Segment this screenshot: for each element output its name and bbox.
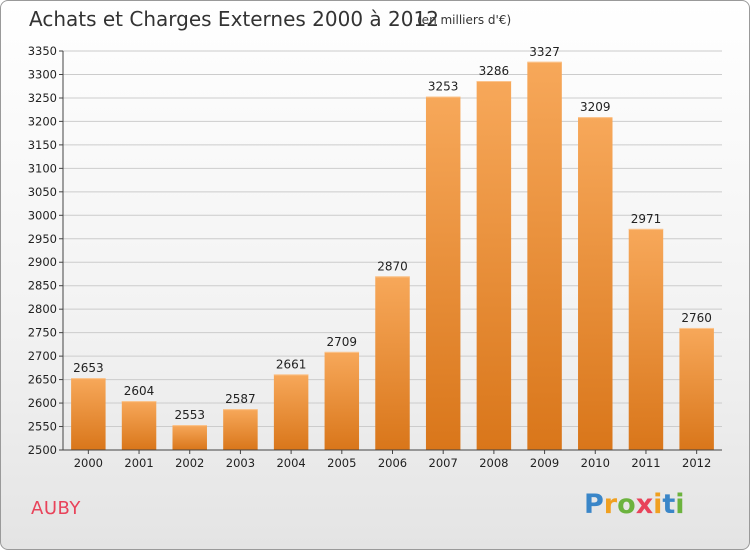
bar xyxy=(679,327,714,450)
y-tick-label: 3300 xyxy=(28,67,57,81)
x-tick-label: 2001 xyxy=(124,456,153,470)
y-tick-label: 2900 xyxy=(28,255,57,269)
logo-letter: t xyxy=(662,489,676,520)
bar-value-label: 3286 xyxy=(479,64,510,78)
bar-value-label: 3327 xyxy=(529,45,560,59)
bars: 2653 2604 2553 2587 2661 2709 2870 3253 3286 3327… xyxy=(71,45,714,450)
logo-letter: x xyxy=(635,489,654,520)
bar xyxy=(375,276,410,450)
bar xyxy=(476,81,512,450)
logo-letter: P xyxy=(584,489,604,520)
y-tick-label: 2700 xyxy=(28,349,57,363)
bar-value-label: 2653 xyxy=(73,361,104,375)
axes: 2500 2550 2600 2650 2700 2750 2800 2850 2900 2950… xyxy=(28,44,722,470)
x-tick-label: 2004 xyxy=(276,456,305,470)
chart-subtitle: (en milliers d'€) xyxy=(417,13,512,27)
bar-value-label: 2661 xyxy=(276,357,307,371)
y-tick-label: 2800 xyxy=(28,302,57,316)
logo-letter: o xyxy=(617,489,636,520)
proxiti-logo: Proxiti xyxy=(584,489,685,520)
logo-letter: i xyxy=(675,489,685,520)
bar xyxy=(71,378,106,450)
x-tick-label: 2003 xyxy=(226,456,255,470)
bar xyxy=(324,351,360,450)
bar xyxy=(273,374,309,450)
bar-value-label: 3253 xyxy=(428,80,459,94)
y-tick-label: 2950 xyxy=(28,232,57,246)
bar-value-label: 2709 xyxy=(327,335,358,349)
logo-letter: r xyxy=(603,489,618,520)
y-tick-label: 2500 xyxy=(28,443,57,457)
y-tick-label: 2750 xyxy=(28,326,57,340)
x-tick-label: 2010 xyxy=(581,456,610,470)
bar xyxy=(121,401,157,450)
bar-value-label: 2553 xyxy=(174,408,205,422)
y-tick-label: 3200 xyxy=(28,114,57,128)
logo-letter: i xyxy=(653,489,663,520)
bar-value-label: 2587 xyxy=(225,392,256,406)
y-tick-label: 3100 xyxy=(28,161,57,175)
place-name: AUBY xyxy=(31,498,81,519)
y-tick-label: 2550 xyxy=(28,420,57,434)
bar xyxy=(223,409,258,450)
bar-value-label: 2971 xyxy=(631,212,662,226)
y-tick-label: 2600 xyxy=(28,396,57,410)
y-tick-label: 3150 xyxy=(28,138,57,152)
x-tick-label: 2006 xyxy=(378,456,407,470)
bar xyxy=(425,96,461,450)
x-tick-label: 2002 xyxy=(175,456,204,470)
bar xyxy=(172,425,207,450)
y-tick-label: 2850 xyxy=(28,279,57,293)
x-tick-label: 2008 xyxy=(479,456,508,470)
y-tick-label: 3000 xyxy=(28,208,57,222)
bar-value-label: 3209 xyxy=(580,100,611,114)
bar-value-label: 2870 xyxy=(377,259,408,273)
bar-value-label: 2760 xyxy=(681,311,712,325)
x-tick-label: 2009 xyxy=(530,456,559,470)
chart-title: Achats et Charges Externes 2000 à 2012 xyxy=(29,7,439,31)
y-tick-label: 3050 xyxy=(28,185,57,199)
x-tick-label: 2000 xyxy=(74,456,103,470)
y-tick-label: 2650 xyxy=(28,373,57,387)
x-tick-label: 2007 xyxy=(429,456,458,470)
y-tick-label: 3350 xyxy=(28,44,57,58)
bar xyxy=(527,61,562,450)
bar xyxy=(578,117,613,450)
bar xyxy=(628,228,664,450)
y-tick-label: 3250 xyxy=(28,91,57,105)
x-tick-label: 2011 xyxy=(631,456,660,470)
x-tick-label: 2005 xyxy=(327,456,356,470)
x-tick-label: 2012 xyxy=(682,456,711,470)
bar-value-label: 2604 xyxy=(124,384,155,398)
